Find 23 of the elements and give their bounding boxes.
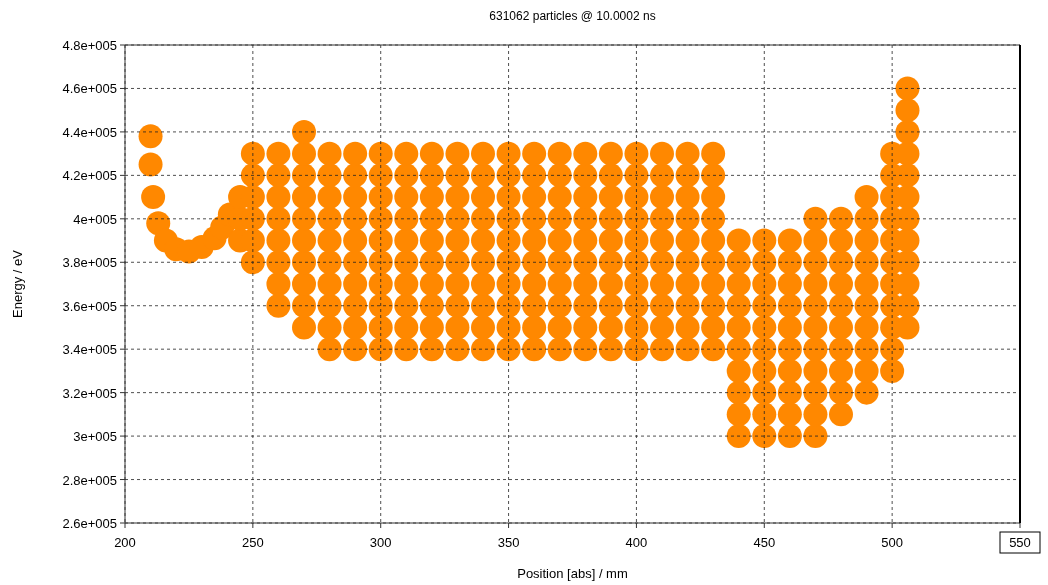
y-axis-title: Energy / eV [10,249,25,318]
x-tick-label: 500 [881,535,903,550]
y-tick-label: 4e+005 [73,211,117,227]
x-axis-title: Position [abs] / mm [517,566,628,581]
y-tick-label: 4.8e+005 [62,38,117,53]
y-tick-label: 3.2e+005 [62,385,117,401]
y-tick-label: 3.4e+005 [62,342,117,358]
x-tick-label: 300 [369,535,392,550]
x-tick-label: 450 [753,535,776,550]
y-tick-label: 3e+005 [73,429,117,445]
x-tick-label: 250 [242,535,264,550]
x-tick-label: 350 [497,535,520,550]
chart-title: 631062 particles @ 10.0002 ns [489,9,656,23]
x-tick-label: 200 [114,535,136,550]
y-tick-label: 2.8e+005 [62,472,117,488]
y-tick-label: 4.4e+005 [62,124,117,140]
x-tick-label: 550 [1009,535,1031,550]
y-tick-label: 4.6e+005 [62,81,117,97]
y-tick-label: 3.6e+005 [62,298,117,314]
y-tick-label: 3.8e+005 [62,255,117,271]
y-tick-label: 2.6e+005 [62,516,117,531]
y-tick-label: 4.2e+005 [62,168,117,184]
x-tick-label: 400 [625,535,648,550]
